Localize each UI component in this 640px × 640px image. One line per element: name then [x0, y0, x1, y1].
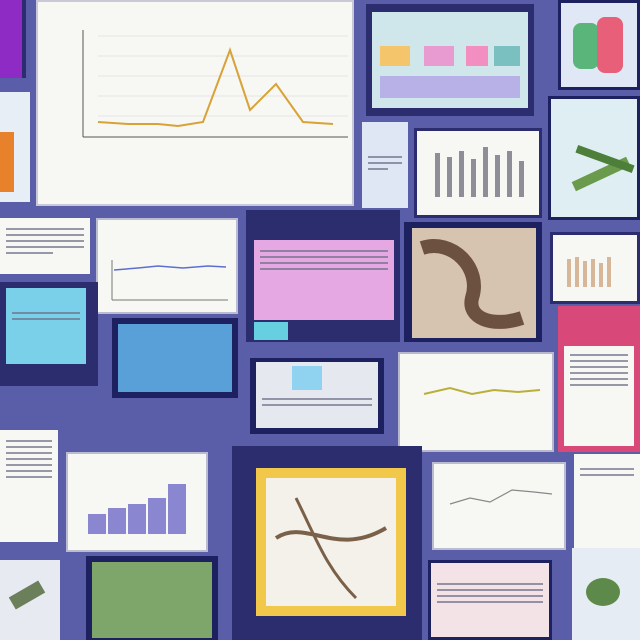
bottom-right-leaf-tile — [572, 548, 640, 640]
beige-bar-chart-tile — [550, 232, 640, 304]
cyan-screen-tile — [0, 282, 98, 386]
center-screen-tile — [250, 358, 384, 434]
left-document-tile — [0, 218, 90, 274]
framed-tree-image — [232, 446, 422, 640]
plant-image-tile — [558, 0, 640, 90]
purple-bar-chart — [66, 452, 208, 552]
green-pattern-tile — [86, 556, 218, 640]
main-line-chart — [36, 0, 354, 206]
line-chart-svg — [82, 30, 348, 138]
tree-root-image — [404, 222, 542, 342]
small-line-chart — [96, 218, 238, 314]
right-lower-document — [574, 454, 640, 548]
bottom-pink-chart — [428, 560, 552, 640]
bar-chart-tile-gray — [414, 128, 542, 218]
left-lower-document — [0, 430, 58, 542]
blue-map-tile — [112, 318, 238, 398]
purple-panel — [0, 0, 26, 78]
wave-line-chart — [398, 352, 554, 452]
left-colorful-tile — [0, 92, 30, 202]
top-screen-tile — [366, 4, 534, 116]
line-series — [97, 47, 334, 128]
red-document-tile — [558, 306, 640, 452]
bottom-left-icon-tile — [0, 560, 60, 640]
pink-screen-tile — [246, 210, 400, 342]
small-document-tile — [362, 122, 408, 208]
palm-image-tile — [548, 96, 640, 220]
bottom-line-chart — [432, 462, 566, 550]
